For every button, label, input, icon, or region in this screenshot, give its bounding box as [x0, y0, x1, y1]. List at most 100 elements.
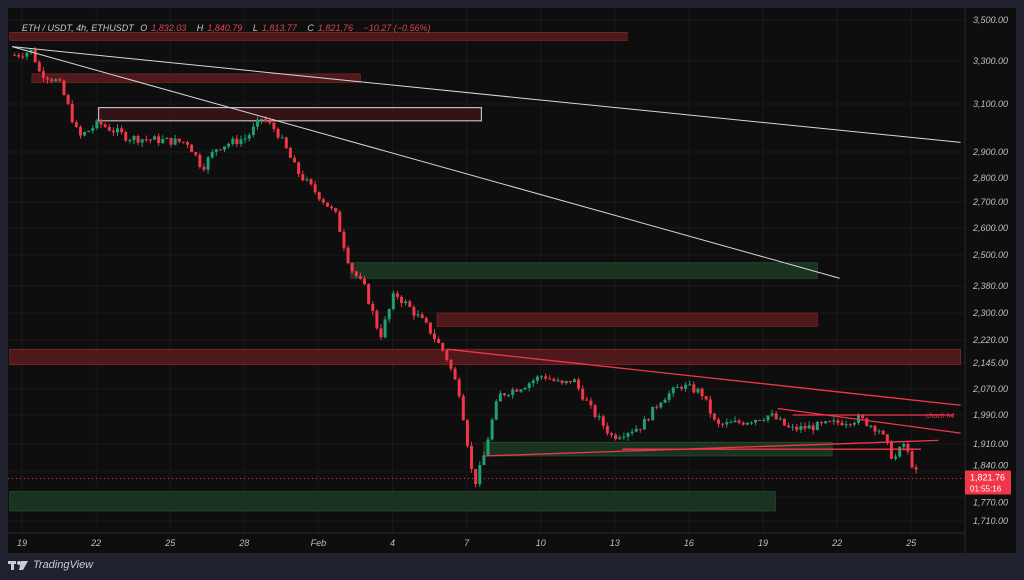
x-tick-label: 16	[684, 538, 694, 548]
candle-body	[358, 276, 362, 279]
candle-body	[605, 425, 609, 434]
candle-body	[782, 418, 786, 426]
candle-body	[766, 415, 770, 421]
tradingview-logo[interactable]: TradingView	[8, 559, 93, 571]
candle-body	[309, 179, 313, 185]
supply-zone	[31, 73, 361, 83]
candle-body	[185, 142, 189, 145]
candle-body	[601, 416, 605, 426]
candle-body	[581, 388, 585, 400]
candle-body	[873, 425, 877, 432]
candle-body	[272, 122, 276, 129]
candle-body	[795, 426, 799, 430]
candle-body	[807, 425, 811, 429]
candle-body	[902, 443, 906, 447]
candle-body	[799, 426, 803, 430]
candle-body	[490, 419, 494, 440]
candle-body	[507, 395, 511, 397]
candle-body	[791, 426, 795, 428]
close-label: C	[307, 23, 314, 33]
candle-body	[190, 144, 194, 153]
candle-body	[568, 380, 572, 383]
candle-body	[41, 71, 45, 78]
x-tick-label: 10	[536, 538, 546, 548]
candle-body	[535, 376, 539, 381]
y-tick-label: 2,700.00	[972, 197, 1008, 207]
candle-body	[597, 416, 601, 418]
candle-body	[293, 157, 297, 163]
candle-body	[745, 422, 749, 425]
open-label: O	[140, 23, 148, 33]
candle-body	[227, 143, 231, 147]
candle-body	[17, 54, 21, 57]
candle-body	[383, 319, 387, 338]
candle-body	[684, 384, 688, 389]
candle-body	[198, 154, 202, 167]
candle-body	[453, 368, 457, 380]
candle-body	[424, 318, 428, 323]
candle-body	[544, 376, 548, 379]
candle-body	[815, 422, 819, 431]
candle-body	[749, 422, 753, 424]
candle-body	[758, 419, 762, 421]
candle-body	[91, 128, 95, 131]
candle-body	[618, 437, 622, 439]
candle-body	[519, 389, 523, 392]
candle-body	[301, 174, 305, 181]
y-tick-label: 2,500.00	[972, 250, 1008, 260]
y-tick-label: 1,770.00	[973, 498, 1008, 508]
candle-body	[688, 384, 692, 386]
supply-zone	[9, 31, 628, 41]
candle-body	[511, 389, 515, 396]
candle-body	[194, 152, 198, 155]
candle-body	[865, 418, 869, 426]
candle-body	[173, 138, 177, 145]
candle-body	[824, 421, 828, 424]
candle-body	[762, 420, 766, 422]
demand-zone	[350, 262, 818, 279]
candle-body	[889, 441, 893, 459]
candle-body	[276, 128, 280, 138]
candle-body	[449, 359, 453, 369]
candle-body	[260, 118, 264, 120]
candle-body	[124, 132, 128, 141]
candle-body	[548, 378, 552, 380]
y-tick-label: 1,910.00	[973, 439, 1008, 449]
candle-body	[803, 426, 807, 429]
candle-body	[527, 383, 531, 389]
close-value: 1,821.76	[317, 23, 353, 33]
candle-body	[572, 379, 576, 383]
candle-body	[111, 130, 115, 133]
candle-body	[470, 445, 474, 469]
candle-body	[54, 79, 58, 82]
candle-body	[778, 418, 782, 420]
candle-body	[210, 151, 214, 158]
candle-body	[725, 422, 729, 425]
candle-body	[214, 149, 218, 152]
candle-body	[255, 119, 259, 127]
price-chart[interactable]: choch h4 3,500.00 3,300.00 3,100.00 2,900.00…	[8, 8, 1016, 553]
candle-body	[610, 433, 614, 435]
candle-body	[21, 56, 25, 58]
candle-body	[107, 126, 111, 131]
candle-body	[737, 420, 741, 423]
candle-body	[457, 379, 461, 397]
candle-body	[638, 428, 642, 430]
candle-body	[103, 124, 107, 127]
candle-body	[910, 451, 914, 468]
candle-body	[62, 80, 66, 96]
outlined-zone	[97, 106, 483, 122]
candle-body	[622, 436, 626, 438]
candle-body	[148, 139, 152, 141]
candle-body	[25, 52, 29, 57]
chart-frame[interactable]: choch h4 3,500.00 3,300.00 3,100.00 2,900.00…	[8, 8, 1016, 553]
trendline	[11, 46, 840, 279]
candle-body	[206, 157, 210, 170]
trendline	[777, 407, 961, 434]
candle-body	[577, 379, 581, 389]
candle-body	[231, 138, 235, 144]
candle-body	[869, 425, 873, 427]
candle-body	[502, 393, 506, 396]
candle-body	[420, 314, 424, 319]
candle-body	[33, 49, 37, 63]
